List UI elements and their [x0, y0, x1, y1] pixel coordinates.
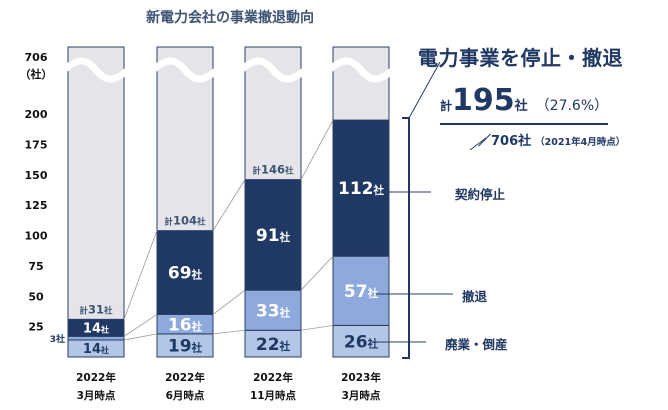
segment-label: 91社: [256, 226, 291, 246]
total-value: 195: [452, 83, 515, 118]
connector-line: [212, 179, 246, 231]
axis-break-wave: [150, 57, 220, 83]
axis-break-wave: [61, 57, 131, 83]
segment-label: 33社: [256, 301, 291, 321]
connector-line: [123, 314, 158, 337]
base-note: （2021年4月時点）: [535, 137, 626, 148]
bar-group: [150, 46, 220, 358]
bar-segment-contract-stop: [156, 230, 214, 315]
connector-lines: [123, 119, 334, 341]
connector-line: [123, 333, 158, 341]
y-tick-label: 75: [28, 260, 43, 273]
x-axis-labels: 2022年 3月時点 2022年 6月時点 2022年 11月時点 2023年 3月時点: [76, 371, 381, 402]
x-tick-month: 11月時点: [250, 389, 297, 402]
y-tick-label: 175: [25, 138, 48, 151]
y-axis-top-label: 706: [25, 51, 48, 64]
total-unit: 社: [514, 99, 528, 114]
segment-label: 57社: [344, 282, 379, 302]
segment-label: 112社: [338, 179, 385, 199]
total-percent: （27.6%）: [535, 98, 609, 114]
base-value: ／706社: [478, 134, 532, 149]
bar-total-label: 計146社: [252, 163, 294, 177]
bar-total-label: 計104社: [164, 214, 206, 228]
segment-label: 19社: [168, 337, 203, 357]
x-tick-month: 3月時点: [77, 389, 116, 402]
chart-title: 新電力会社の事業撤退動向: [146, 9, 314, 26]
headline: 電力事業を停止・撤退: [418, 46, 623, 70]
legend-closure: 廃業・倒産: [445, 337, 508, 352]
y-axis-ticks: 200 175 150 125 100 75 50 25: [25, 108, 48, 334]
x-tick-month: 6月時点: [166, 389, 205, 402]
y-tick-label: 50: [28, 290, 44, 303]
bar-segment-withdrawal: [67, 335, 125, 341]
bracket-pointer-line: [408, 61, 441, 119]
segment-label: 14社: [83, 342, 109, 357]
y-tick-label: 200: [25, 108, 48, 121]
x-tick-year: 2022年: [165, 371, 205, 384]
legend-withdrawal: 撤退: [462, 289, 488, 304]
bar-group: [238, 46, 308, 358]
bar-segment-contract-stop: [332, 119, 390, 257]
connector-line: [300, 325, 334, 331]
total-bracket: [402, 117, 410, 359]
y-tick-label: 25: [28, 321, 43, 334]
bar-group: [326, 46, 396, 358]
base-summary: ／706社 （2021年4月時点）: [478, 130, 625, 149]
segment-label: 26社: [344, 332, 379, 352]
segment-label-outside: 3社: [50, 333, 65, 345]
y-axis-unit-label: （社）: [20, 67, 53, 81]
connector-line: [300, 119, 334, 180]
connector-line: [212, 329, 246, 335]
bar-total-label: 計31社: [79, 302, 113, 316]
bars: [61, 46, 396, 358]
segment-label: 22社: [256, 335, 291, 355]
legend-contract-stop: 契約停止: [455, 187, 506, 202]
bar-segment-withdrawal: [244, 289, 302, 331]
connector-line: [212, 289, 246, 315]
segment-label: 16社: [168, 315, 203, 335]
connector-line: [300, 255, 334, 291]
segment-label: 14社: [83, 322, 109, 337]
bar-background-total: [67, 46, 125, 358]
axis-break-wave: [326, 57, 396, 83]
bar-segment-withdrawal: [332, 255, 390, 326]
y-tick-label: 100: [25, 230, 48, 243]
total-prefix: 計: [440, 99, 453, 113]
y-tick-label: 125: [25, 199, 48, 212]
segment-label: 69社: [168, 264, 203, 284]
connector-line: [123, 230, 158, 320]
bar-segment-contract-stop: [244, 179, 302, 291]
axis-break-wave: [238, 57, 308, 83]
bar-segment-contract-stop: [67, 318, 125, 337]
x-tick-year: 2023年: [341, 371, 381, 384]
total-summary: 計195社 （27.6%）: [440, 83, 609, 125]
y-tick-label: 150: [25, 169, 48, 182]
bar-group: [61, 46, 131, 358]
x-tick-month: 3月時点: [342, 389, 381, 402]
x-tick-year: 2022年: [253, 371, 293, 384]
slash-decoration: [469, 137, 487, 151]
x-tick-year: 2022年: [76, 371, 116, 384]
